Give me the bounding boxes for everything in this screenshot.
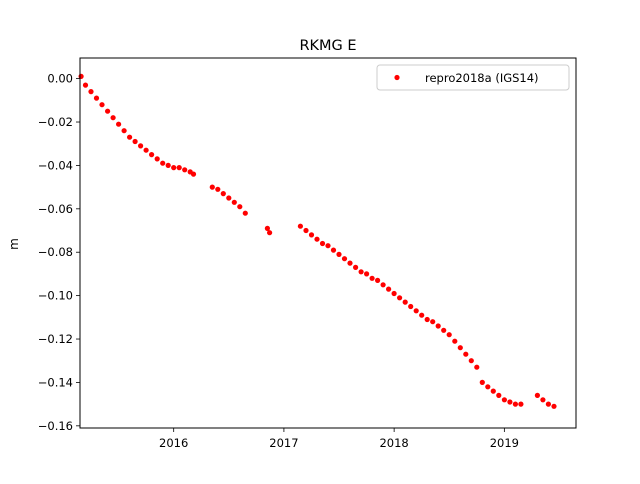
data-point xyxy=(160,160,166,166)
data-point xyxy=(336,251,342,257)
data-point xyxy=(105,108,111,114)
data-point xyxy=(171,165,177,171)
data-point xyxy=(435,323,441,329)
data-point xyxy=(209,184,215,190)
data-point xyxy=(463,351,469,357)
data-point xyxy=(540,397,546,403)
data-point xyxy=(314,236,320,242)
data-point xyxy=(99,102,105,108)
data-point xyxy=(507,399,513,405)
data-point xyxy=(452,338,458,344)
data-point xyxy=(215,186,221,192)
data-point xyxy=(132,138,138,145)
data-point xyxy=(485,384,491,390)
y-tick-label: −0.08 xyxy=(38,245,73,259)
axis-ticks-layer: 2016 2017 2018 2019 0.00 −0.02 −0.04 −0.06 −0.08… xyxy=(38,72,519,450)
legend: repro2018a (IGS14) xyxy=(376,64,570,91)
data-point xyxy=(297,223,303,229)
data-point xyxy=(149,152,155,158)
data-point xyxy=(308,232,315,238)
y-tick-label: −0.04 xyxy=(38,158,73,172)
data-point xyxy=(375,277,381,283)
y-tick-label: 0.00 xyxy=(47,72,73,86)
data-point xyxy=(397,295,403,301)
data-point xyxy=(143,147,149,153)
data-point xyxy=(220,191,226,197)
data-point xyxy=(138,143,144,149)
data-point xyxy=(154,156,160,162)
plot-area-frame xyxy=(79,57,577,429)
y-tick-label: −0.02 xyxy=(38,115,73,129)
data-point xyxy=(413,308,419,314)
data-point xyxy=(358,269,364,275)
data-point xyxy=(457,345,463,351)
data-point xyxy=(402,299,408,305)
data-point xyxy=(468,358,474,364)
data-point xyxy=(330,247,337,253)
y-tick-label: −0.16 xyxy=(38,419,73,433)
data-point xyxy=(303,227,309,234)
data-point xyxy=(386,286,392,292)
data-point xyxy=(93,95,100,101)
data-point xyxy=(325,243,331,249)
y-tick-label: −0.06 xyxy=(38,202,73,216)
data-point xyxy=(512,401,519,407)
data-point xyxy=(319,240,326,247)
data-point xyxy=(408,303,414,310)
y-tick-label: −0.12 xyxy=(38,332,73,346)
y-tick-label: −0.10 xyxy=(38,289,73,303)
x-tick-label: 2018 xyxy=(379,436,408,450)
data-point xyxy=(364,271,370,277)
data-point xyxy=(479,379,485,385)
data-point xyxy=(226,195,232,201)
y-tick-label: −0.14 xyxy=(38,375,73,389)
legend-box xyxy=(376,64,570,91)
data-point xyxy=(391,290,397,297)
data-point xyxy=(551,403,557,409)
data-point xyxy=(82,82,89,88)
legend-entry-label: repro2018a (IGS14) xyxy=(425,71,539,85)
data-point xyxy=(474,364,480,370)
data-point xyxy=(110,115,116,121)
x-tick-label: 2017 xyxy=(269,436,298,450)
data-point xyxy=(347,260,353,266)
y-axis-label: m xyxy=(7,238,21,250)
data-point xyxy=(182,167,188,173)
data-point xyxy=(430,319,436,325)
data-point xyxy=(446,332,452,338)
chart-title: RKMG E xyxy=(299,38,356,54)
data-point xyxy=(341,256,348,262)
data-point xyxy=(496,392,502,398)
data-point xyxy=(116,121,122,127)
data-point xyxy=(264,225,270,231)
data-point xyxy=(369,275,375,281)
data-point xyxy=(190,171,197,177)
data-point xyxy=(490,388,496,394)
data-point xyxy=(419,312,425,318)
data-point xyxy=(176,165,182,171)
data-point xyxy=(242,210,248,216)
data-point xyxy=(127,134,133,140)
data-point xyxy=(380,282,386,288)
data-point xyxy=(353,264,359,270)
data-point xyxy=(121,128,127,134)
data-point xyxy=(534,392,541,398)
data-point xyxy=(441,327,447,333)
data-point xyxy=(237,204,243,210)
data-point xyxy=(165,162,171,168)
data-point xyxy=(545,401,552,407)
data-point xyxy=(424,316,430,323)
data-point xyxy=(518,401,524,407)
x-tick-label: 2019 xyxy=(490,436,519,450)
data-point xyxy=(231,199,237,205)
x-tick-label: 2016 xyxy=(159,436,188,450)
data-point xyxy=(501,397,507,403)
data-point xyxy=(88,89,94,95)
data-points-layer xyxy=(78,73,557,409)
data-point xyxy=(267,230,273,236)
legend-marker xyxy=(394,74,400,81)
